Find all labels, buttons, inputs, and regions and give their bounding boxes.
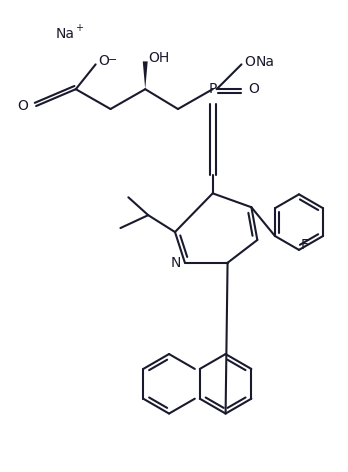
Text: O: O xyxy=(98,54,110,68)
Text: O: O xyxy=(248,82,259,96)
Text: N: N xyxy=(171,256,181,270)
Text: P: P xyxy=(208,82,217,96)
Text: F: F xyxy=(301,238,309,252)
Text: Na: Na xyxy=(56,26,75,41)
Text: Na: Na xyxy=(255,55,274,69)
Text: +: + xyxy=(75,23,83,33)
Polygon shape xyxy=(143,61,148,89)
Text: O: O xyxy=(17,99,28,113)
Text: OH: OH xyxy=(148,51,169,66)
Text: O: O xyxy=(244,55,255,69)
Text: −: − xyxy=(108,55,117,66)
